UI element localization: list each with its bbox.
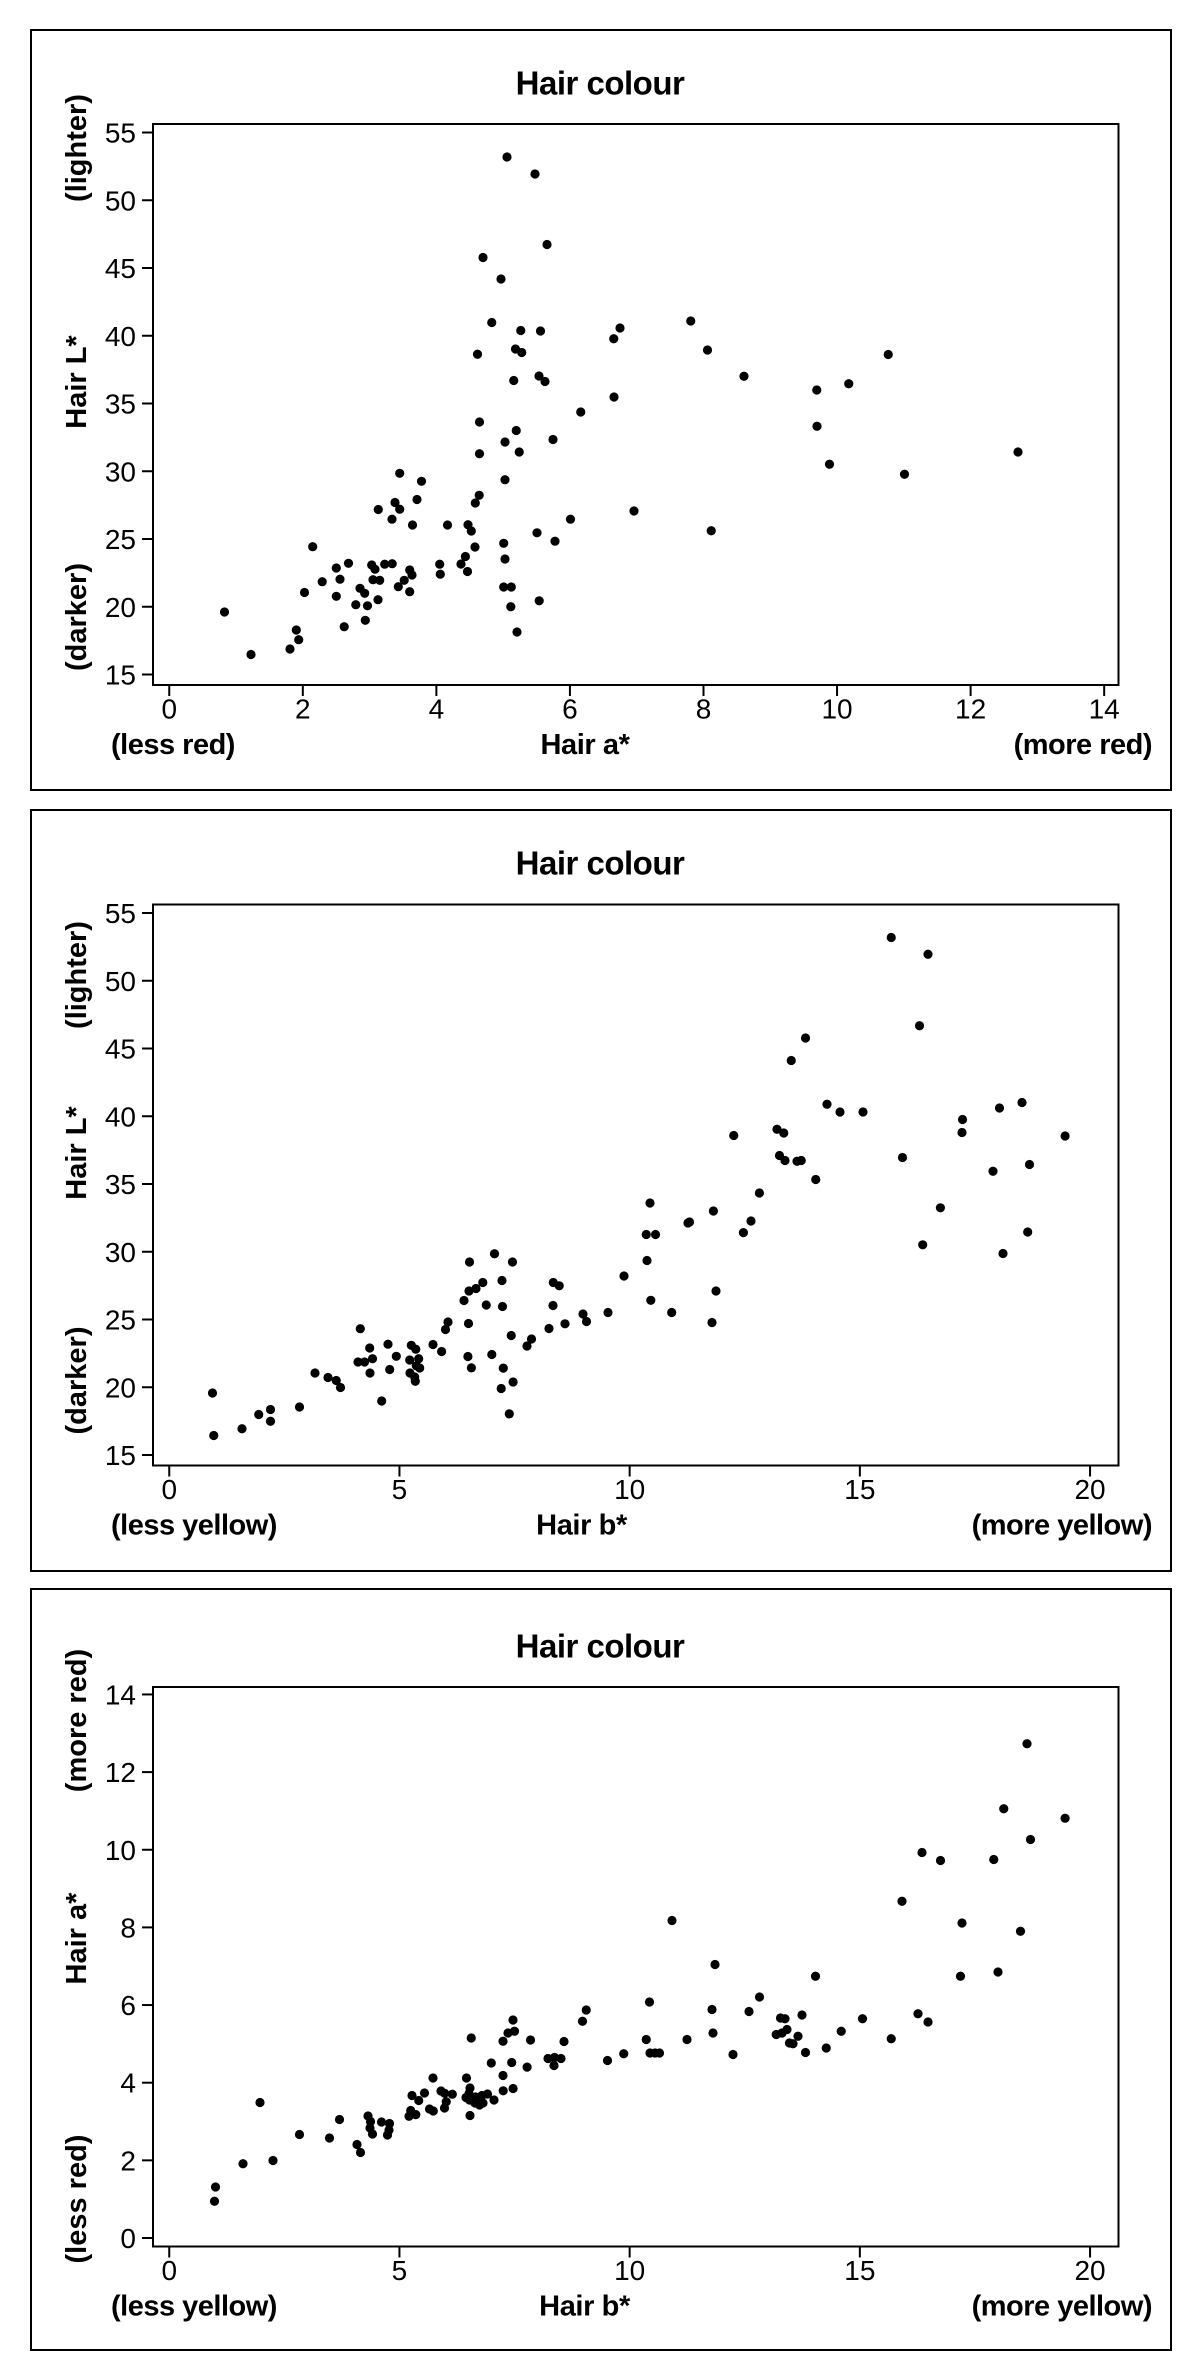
svg-text:45: 45: [105, 1034, 136, 1065]
svg-text:8: 8: [120, 1912, 136, 1943]
svg-text:20: 20: [1074, 2255, 1105, 2286]
svg-text:5: 5: [392, 2255, 408, 2286]
svg-text:Hair colour: Hair colour: [516, 65, 685, 102]
svg-text:10: 10: [614, 1474, 645, 1505]
svg-text:(more red): (more red): [61, 1649, 93, 1792]
svg-text:Hair colour: Hair colour: [516, 1628, 685, 1665]
svg-text:(more yellow): (more yellow): [972, 2291, 1152, 2323]
svg-text:5: 5: [392, 1474, 408, 1505]
svg-text:Hair b*: Hair b*: [536, 1510, 628, 1542]
svg-text:(darker): (darker): [61, 563, 93, 671]
svg-text:35: 35: [105, 1169, 136, 1200]
svg-text:20: 20: [105, 1372, 136, 1403]
svg-text:4: 4: [120, 2068, 136, 2099]
svg-text:50: 50: [105, 966, 136, 997]
svg-text:4: 4: [429, 694, 445, 725]
svg-text:10: 10: [105, 1835, 136, 1866]
svg-text:30: 30: [105, 456, 136, 487]
svg-text:Hair colour: Hair colour: [516, 845, 685, 882]
svg-text:(lighter): (lighter): [61, 94, 93, 202]
svg-text:35: 35: [105, 389, 136, 420]
svg-text:(lighter): (lighter): [61, 921, 93, 1029]
svg-text:Hair a*: Hair a*: [540, 729, 630, 761]
svg-text:2: 2: [120, 2145, 136, 2176]
svg-text:55: 55: [105, 118, 136, 149]
svg-text:(more red): (more red): [1014, 729, 1152, 761]
svg-text:12: 12: [955, 694, 986, 725]
svg-text:50: 50: [105, 185, 136, 216]
svg-text:14: 14: [105, 1679, 136, 1710]
svg-text:(more yellow): (more yellow): [972, 1510, 1152, 1542]
svg-text:0: 0: [161, 1474, 177, 1505]
svg-text:40: 40: [105, 1101, 136, 1132]
svg-text:12: 12: [105, 1757, 136, 1788]
svg-text:25: 25: [105, 1305, 136, 1336]
svg-text:2: 2: [295, 694, 311, 725]
svg-text:0: 0: [120, 2223, 136, 2254]
svg-text:(less red): (less red): [111, 729, 235, 761]
svg-text:0: 0: [161, 2255, 177, 2286]
svg-text:25: 25: [105, 524, 136, 555]
svg-text:Hair L*: Hair L*: [61, 335, 93, 429]
svg-text:Hair L*: Hair L*: [61, 1106, 93, 1200]
svg-text:15: 15: [105, 1440, 136, 1471]
svg-text:15: 15: [105, 660, 136, 691]
svg-text:(less red): (less red): [61, 2135, 93, 2264]
svg-text:15: 15: [844, 1474, 875, 1505]
svg-text:0: 0: [161, 694, 177, 725]
svg-text:10: 10: [821, 694, 852, 725]
svg-text:45: 45: [105, 253, 136, 284]
svg-text:14: 14: [1089, 694, 1120, 725]
svg-text:6: 6: [562, 694, 578, 725]
svg-text:Hair b*: Hair b*: [539, 2291, 631, 2323]
svg-text:10: 10: [614, 2255, 645, 2286]
svg-text:6: 6: [120, 1990, 136, 2021]
svg-text:15: 15: [844, 2255, 875, 2286]
svg-text:30: 30: [105, 1237, 136, 1268]
svg-text:8: 8: [696, 694, 712, 725]
svg-text:(less yellow): (less yellow): [111, 1510, 277, 1542]
svg-text:40: 40: [105, 321, 136, 352]
svg-text:20: 20: [105, 592, 136, 623]
svg-text:Hair a*: Hair a*: [61, 1892, 93, 1985]
svg-text:(darker): (darker): [61, 1327, 93, 1435]
svg-text:55: 55: [105, 898, 136, 929]
svg-text:20: 20: [1074, 1474, 1105, 1505]
svg-text:(less yellow): (less yellow): [111, 2291, 277, 2323]
